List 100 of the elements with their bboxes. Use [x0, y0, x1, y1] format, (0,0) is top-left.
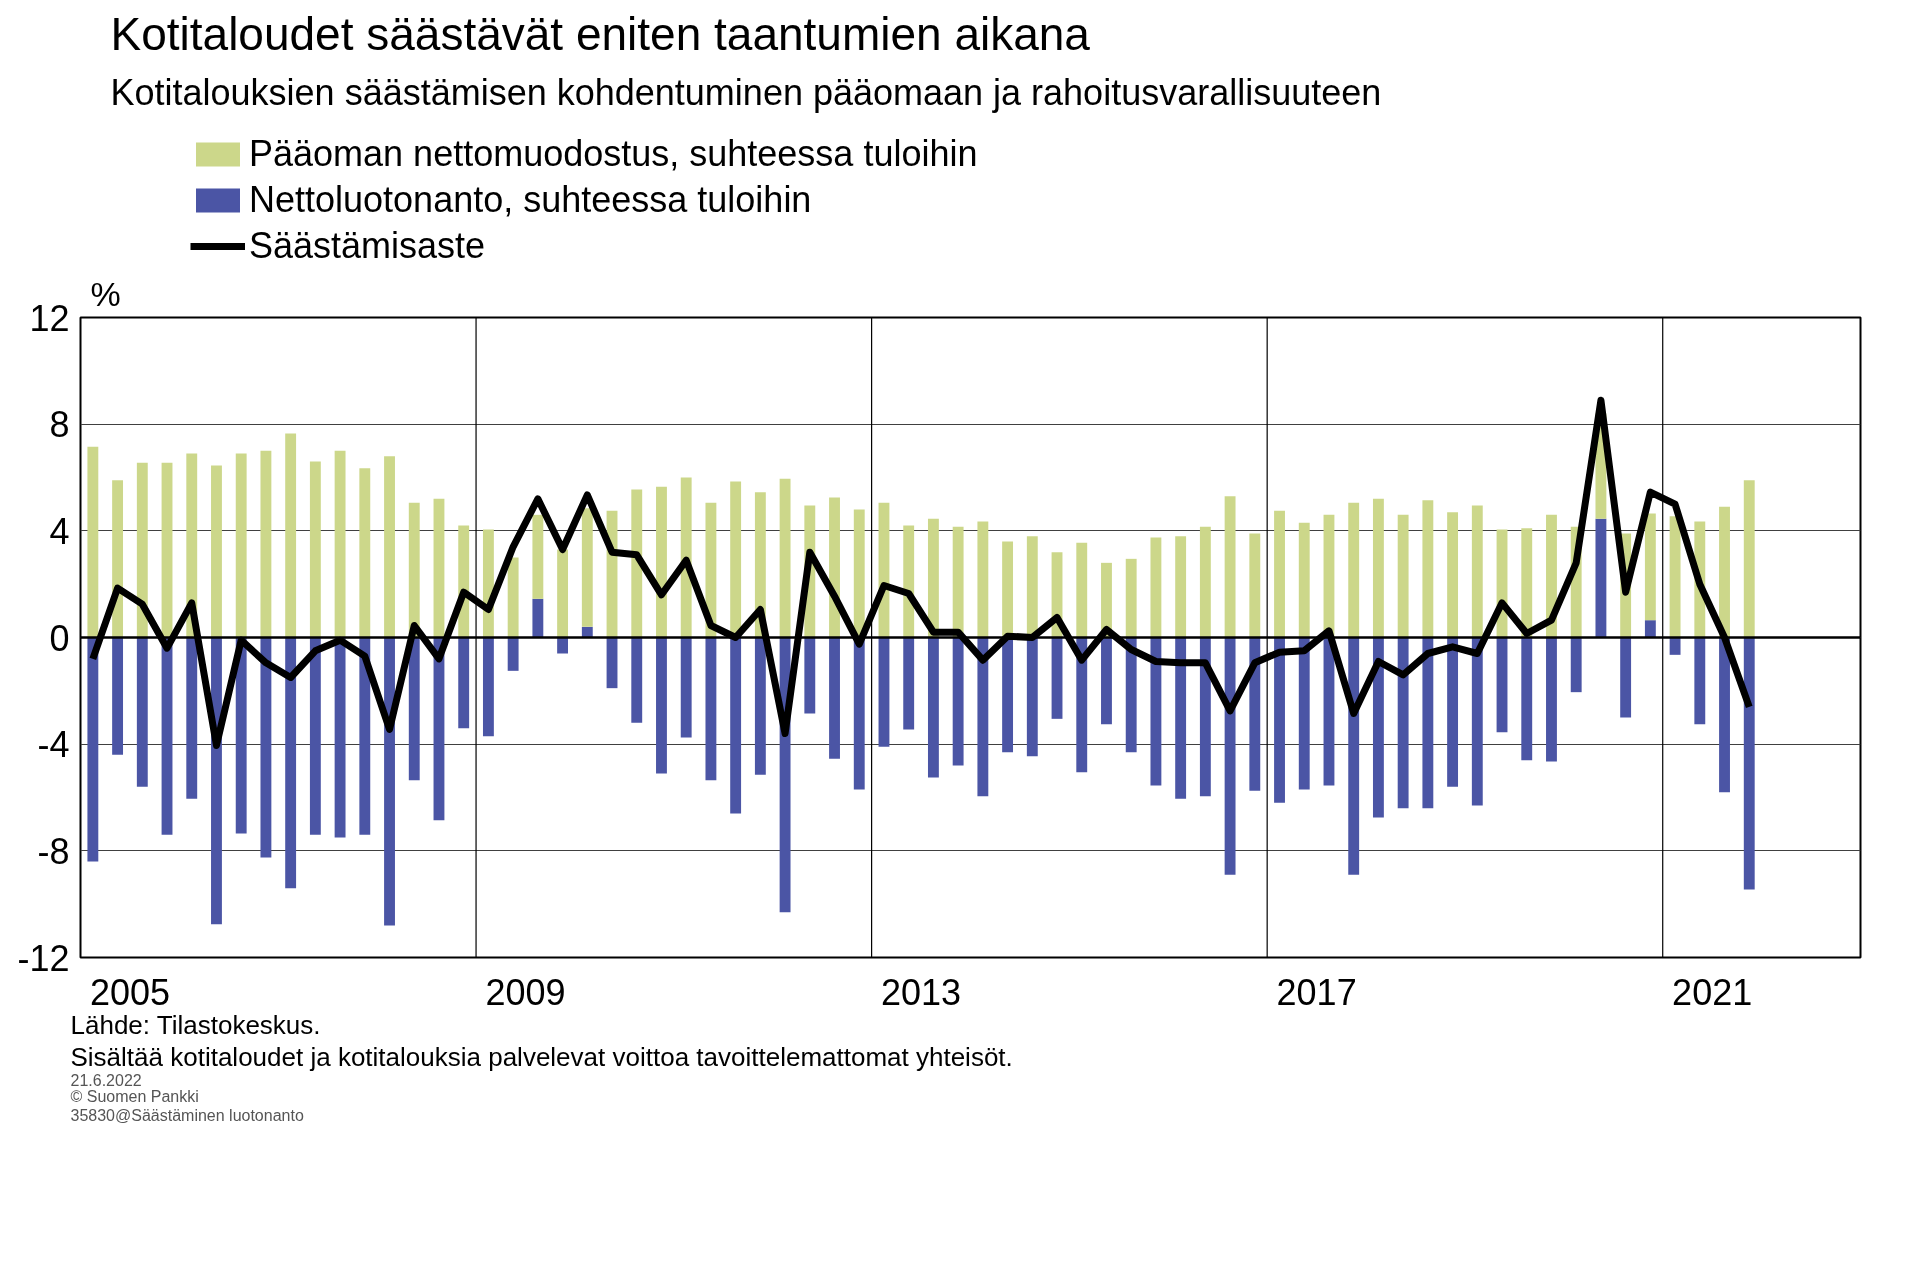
bar: [680, 477, 692, 638]
x-tick-label: 2009: [485, 971, 566, 1013]
bar: [1521, 637, 1533, 761]
bar: [235, 453, 247, 638]
bar: [631, 489, 643, 638]
bar: [1125, 558, 1137, 638]
bar: [1150, 637, 1162, 786]
bar: [1348, 637, 1360, 875]
bar: [1348, 502, 1360, 638]
bar: [1743, 637, 1755, 890]
bar: [507, 637, 519, 671]
bar: [1199, 637, 1211, 797]
y-tick-label: 8: [49, 404, 70, 446]
bar: [235, 637, 247, 834]
text: 35830@Säästäminen luotonanto: [70, 1106, 304, 1124]
bar: [260, 450, 272, 638]
bar: [1372, 498, 1384, 638]
bar: [1101, 637, 1112, 725]
bar: [1422, 500, 1434, 638]
bar: [1743, 480, 1755, 638]
bar: [557, 637, 569, 654]
bar: [1397, 637, 1409, 809]
bar: [1199, 526, 1211, 638]
bar: [482, 637, 494, 737]
bar: [1521, 528, 1533, 638]
bar: [359, 468, 371, 638]
bar: [1719, 637, 1730, 793]
bar: [952, 637, 964, 766]
bar: [903, 637, 915, 730]
bar: [1546, 637, 1557, 762]
bar: [1274, 510, 1285, 638]
bar: [1620, 637, 1632, 718]
y-axis-title: %: [90, 274, 121, 313]
bar: [458, 637, 470, 729]
bar: [1224, 496, 1236, 638]
bar: [1669, 516, 1681, 638]
bar: [829, 637, 840, 759]
x-tick-label: 2021: [1672, 971, 1753, 1013]
bar: [408, 502, 420, 638]
x-tick-label: 2013: [881, 971, 962, 1013]
bar: [1471, 637, 1483, 806]
y-tick-label: 0: [49, 617, 70, 659]
bar: [779, 478, 791, 638]
chart-subtitle: Kotitalouksien säästämisen kohdentuminen pääomaan ja rahoitusvarallisuuteen: [110, 71, 1382, 113]
bar: [1397, 514, 1409, 638]
bar: [1644, 513, 1656, 621]
bar: [1570, 637, 1582, 693]
bar: [1224, 637, 1236, 875]
bar: [161, 462, 173, 638]
bar: [705, 637, 717, 781]
bar: [1076, 637, 1088, 773]
bar: [1125, 637, 1137, 753]
bar: [1175, 637, 1187, 799]
bar: [87, 446, 99, 638]
text: 21.6.2022: [70, 1071, 142, 1089]
bar: [1298, 522, 1310, 638]
y-tick-label: 12: [29, 297, 70, 339]
bar: [1471, 505, 1483, 638]
bar: [656, 486, 667, 638]
bar: [1372, 637, 1384, 818]
bar: [309, 637, 321, 835]
bar: [1595, 518, 1607, 638]
bar: [408, 637, 420, 781]
bar: [309, 461, 321, 638]
bar: [581, 508, 593, 627]
bar: [136, 462, 148, 638]
bar: [87, 637, 99, 862]
chart-title: Kotitaloudet säästävät eniten taantumien aikana: [110, 7, 1091, 60]
legend-label: Säästämisaste: [249, 225, 487, 267]
text: © Suomen Pankki: [70, 1087, 199, 1105]
bar: [211, 465, 222, 638]
bar: [384, 456, 395, 638]
bar: [136, 637, 148, 787]
bar: [532, 598, 544, 638]
bar: [1002, 541, 1014, 638]
bar: [186, 637, 198, 799]
bar: [384, 637, 395, 926]
bar: [285, 433, 297, 638]
bar: [557, 549, 569, 638]
y-tick-label: 4: [49, 510, 70, 552]
bar: [680, 637, 692, 738]
bar: [754, 637, 766, 775]
bar: [1694, 637, 1706, 725]
bar: [1175, 536, 1187, 638]
x-tick-label: 2017: [1276, 971, 1357, 1013]
legend-label: Pääoman nettomuodostus, suhteessa tuloihin: [249, 133, 979, 175]
bar: [977, 637, 989, 797]
bar: [1026, 637, 1038, 757]
bar: [507, 557, 519, 638]
bar: [359, 637, 371, 835]
y-tick-label: -8: [37, 830, 70, 872]
bar: [1447, 637, 1459, 787]
y-tick-label: -12: [17, 937, 70, 979]
bar: [1422, 637, 1434, 809]
bar: [1249, 533, 1261, 638]
y-tick-label: -4: [37, 724, 70, 766]
bar: [730, 637, 742, 814]
bar: [532, 514, 544, 599]
bar: [878, 637, 890, 747]
bar: [1150, 537, 1162, 638]
